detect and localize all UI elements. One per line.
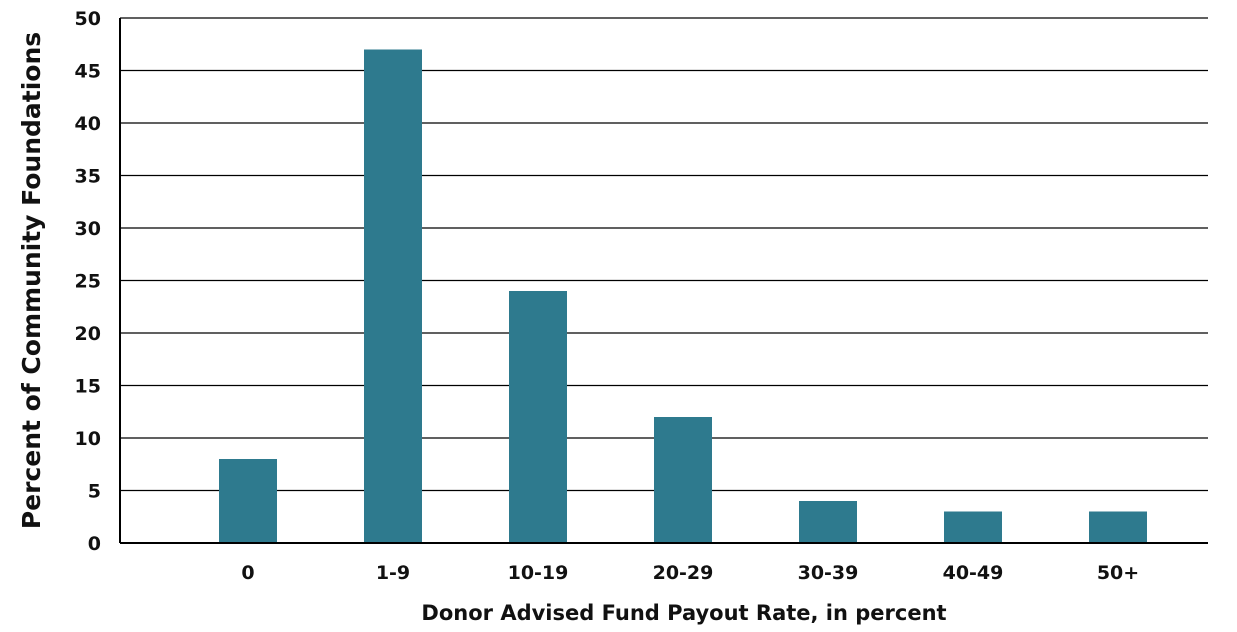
bar [219, 459, 277, 543]
x-tick-label: 0 [241, 562, 254, 584]
bar [654, 417, 712, 543]
bar [509, 291, 567, 543]
bar [1089, 511, 1147, 543]
y-tick-label: 50 [75, 8, 101, 30]
y-tick-label: 15 [75, 376, 101, 398]
y-tick-label: 20 [75, 323, 101, 345]
axes [119, 18, 1208, 544]
bar [364, 49, 422, 543]
y-tick-label: 10 [75, 428, 101, 450]
x-tick-label: 10-19 [508, 562, 569, 584]
y-tick-labels: 0 5 10 15 20 25 30 35 40 45 50 [75, 8, 101, 555]
x-tick-label: 30-39 [798, 562, 859, 584]
y-tick-label: 30 [75, 218, 101, 240]
bars [219, 49, 1147, 543]
x-tick-label: 40-49 [943, 562, 1004, 584]
gridlines [120, 17, 1208, 492]
y-tick-label: 35 [75, 166, 101, 188]
x-tick-label: 1-9 [376, 562, 410, 584]
y-axis-title: Percent of Community Foundations [17, 32, 46, 529]
y-tick-label: 25 [75, 271, 101, 293]
x-axis-title: Donor Advised Fund Payout Rate, in perce… [421, 601, 946, 625]
y-tick-label: 45 [75, 61, 101, 83]
x-tick-labels: 0 1-9 10-19 20-29 30-39 40-49 50+ [241, 562, 1139, 584]
y-tick-label: 0 [88, 533, 101, 555]
y-tick-label: 5 [88, 481, 101, 503]
bar [799, 501, 857, 543]
bar [944, 511, 1002, 543]
y-tick-label: 40 [75, 113, 101, 135]
x-tick-label: 50+ [1097, 562, 1139, 584]
x-tick-label: 20-29 [653, 562, 714, 584]
